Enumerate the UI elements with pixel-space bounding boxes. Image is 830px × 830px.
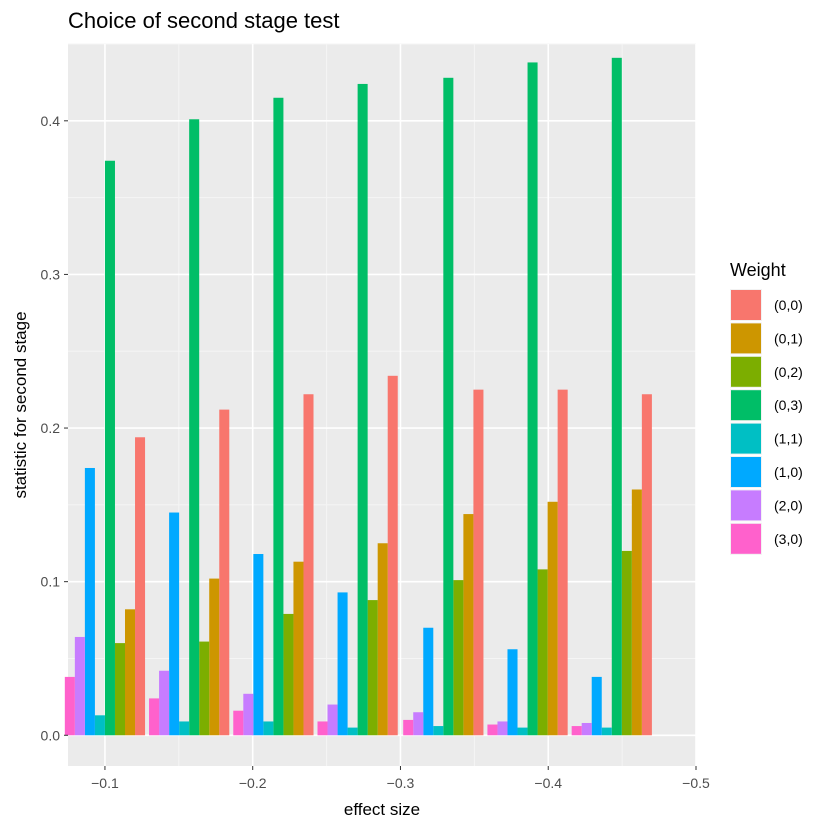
bar-03-group-4 <box>357 83 368 736</box>
bar-10-group-1 <box>84 467 95 736</box>
x-tick-label: −0.2 <box>239 775 267 791</box>
bar-30-group-1 <box>64 676 75 736</box>
bar-30-group-7 <box>571 726 582 736</box>
legend-label: (0,1) <box>774 330 803 346</box>
y-tick-label: 0.1 <box>41 574 61 590</box>
bar-03-group-1 <box>104 160 115 736</box>
legend-swatch <box>731 356 761 387</box>
bar-03-group-6 <box>527 62 538 736</box>
legend-swatch <box>731 423 761 454</box>
bar-10-group-4 <box>337 592 348 736</box>
bar-10-group-6 <box>507 649 518 736</box>
x-axis-label: effect size <box>344 800 420 819</box>
bar-01-group-3 <box>293 561 304 736</box>
bar-01-group-4 <box>377 543 388 736</box>
bar-10-group-5 <box>423 627 434 736</box>
y-tick-label: 0.2 <box>41 420 61 436</box>
bar-11-group-6 <box>517 727 528 736</box>
bar-11-group-1 <box>94 715 105 736</box>
y-tick-label: 0.0 <box>41 727 61 743</box>
bar-20-group-1 <box>74 636 85 736</box>
bar-01-group-5 <box>463 514 474 736</box>
bar-20-group-3 <box>243 693 254 736</box>
bar-02-group-2 <box>199 641 210 736</box>
legend-label: (1,1) <box>774 431 803 447</box>
bar-11-group-4 <box>347 727 358 736</box>
chart-title: Choice of second stage test <box>68 8 340 33</box>
legend-swatch <box>731 290 761 320</box>
bar-03-group-7 <box>611 57 622 736</box>
legend-label: (0,3) <box>774 397 803 413</box>
bar-11-group-2 <box>179 721 190 736</box>
bar-00-group-1 <box>135 437 146 736</box>
bar-00-group-7 <box>641 394 652 736</box>
bar-00-group-4 <box>387 375 398 736</box>
bar-10-group-3 <box>253 554 264 736</box>
axes: 0.0 0.1 0.2 0.3 0.4 −0.1 −0.2 −0.3 −0.4 −0.5 <box>41 113 711 791</box>
bar-02-group-6 <box>537 569 548 736</box>
legend-swatch <box>731 523 761 554</box>
bar-30-group-5 <box>403 719 414 736</box>
bar-03-group-5 <box>443 77 454 736</box>
legend-swatch <box>731 323 761 354</box>
bar-01-group-1 <box>125 609 136 736</box>
bar-10-group-2 <box>169 512 180 736</box>
bar-30-group-6 <box>487 724 498 736</box>
legend-label: (1,0) <box>774 464 803 480</box>
bar-20-group-4 <box>327 704 338 736</box>
legend-title: Weight <box>730 260 786 280</box>
legend-swatch <box>731 490 761 521</box>
bar-20-group-2 <box>159 670 170 736</box>
bar-00-group-3 <box>303 394 314 736</box>
legend-swatch <box>731 390 761 421</box>
bar-11-group-3 <box>263 721 274 736</box>
bar-20-group-5 <box>413 712 424 736</box>
y-tick-label: 0.4 <box>41 113 61 129</box>
legend-label: (2,0) <box>774 497 803 513</box>
legend-label: (3,0) <box>774 531 803 547</box>
bar-02-group-3 <box>283 613 294 736</box>
legend: Weight (0,0) (0,1) (0,2) (0,3) (1,1) (1,0) (2,0… <box>730 260 803 555</box>
x-tick-label: −0.5 <box>682 775 710 791</box>
y-axis-label: statistic for second stage <box>11 311 30 498</box>
bar-00-group-5 <box>473 389 484 736</box>
bar-02-group-4 <box>367 600 378 736</box>
bar-20-group-7 <box>581 722 592 736</box>
bar-10-group-7 <box>591 676 602 736</box>
x-tick-label: −0.4 <box>534 775 562 791</box>
bar-30-group-4 <box>317 721 328 736</box>
bar-03-group-3 <box>273 97 284 736</box>
bar-11-group-7 <box>601 727 612 736</box>
bar-01-group-6 <box>547 501 558 736</box>
bar-03-group-2 <box>189 119 200 736</box>
y-tick-label: 0.3 <box>41 266 61 282</box>
bar-00-group-6 <box>557 389 568 736</box>
bar-02-group-7 <box>621 550 632 736</box>
bar-00-group-2 <box>219 409 230 736</box>
bar-30-group-2 <box>149 698 160 736</box>
bars <box>64 57 652 736</box>
x-tick-label: −0.3 <box>387 775 415 791</box>
bar-01-group-2 <box>209 578 220 736</box>
bar-20-group-6 <box>497 721 508 736</box>
legend-label: (0,0) <box>774 297 803 313</box>
bar-30-group-3 <box>233 710 244 736</box>
legend-label: (0,2) <box>774 364 803 380</box>
bar-02-group-1 <box>114 643 126 736</box>
x-tick-label: −0.1 <box>91 775 119 791</box>
legend-swatch <box>731 457 761 487</box>
bar-02-group-5 <box>453 580 464 736</box>
bar-01-group-7 <box>631 489 642 736</box>
bar-11-group-5 <box>433 726 444 736</box>
